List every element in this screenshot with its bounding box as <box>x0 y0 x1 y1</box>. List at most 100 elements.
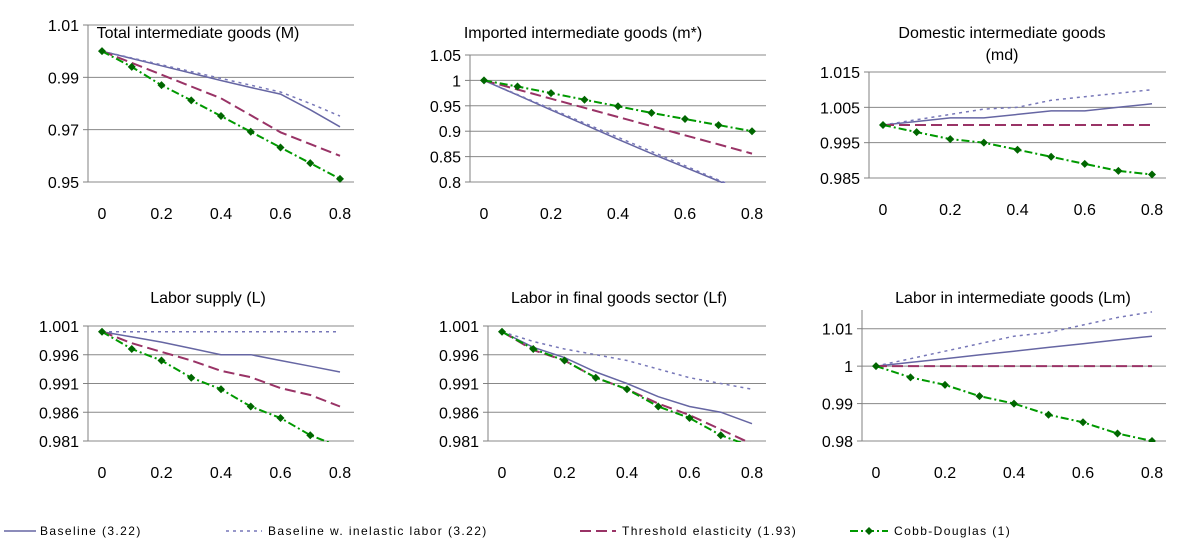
data-point-cobb-douglas <box>306 431 315 440</box>
data-point-cobb-douglas <box>217 385 225 394</box>
data-point-cobb-douglas <box>246 127 255 136</box>
x-tick-label: 0.6 <box>1072 465 1094 482</box>
data-point-cobb-douglas <box>276 143 285 152</box>
chart-title: Imported intermediate goods (m*) <box>464 25 702 42</box>
x-tick-label: 0.4 <box>210 206 232 223</box>
data-point-cobb-douglas <box>614 102 622 111</box>
y-tick-label: 1.001 <box>39 319 79 336</box>
data-point-cobb-douglas <box>1148 437 1156 442</box>
y-tick-label: 0.98 <box>822 434 853 451</box>
data-point-cobb-douglas <box>336 443 344 451</box>
data-point-cobb-douglas <box>647 108 656 117</box>
data-point-cobb-douglas <box>529 345 538 353</box>
x-tick-label: 0.2 <box>150 206 172 223</box>
legend: Baseline (3.22) Baseline w. inelastic la… <box>4 524 1011 538</box>
series-line-baseline <box>882 103 1153 126</box>
series-line-baseline <box>483 79 726 183</box>
data-point-cobb-douglas <box>1047 152 1056 161</box>
data-point-cobb-douglas <box>306 159 315 168</box>
data-point-cobb-douglas <box>748 443 756 451</box>
series-group <box>98 47 344 183</box>
legend-label-baseline: Baseline (3.22) <box>40 524 142 538</box>
y-tick-label: 0.986 <box>439 405 479 422</box>
x-tick-label: 0.8 <box>1141 465 1163 482</box>
series-group <box>480 76 756 183</box>
data-point-cobb-douglas <box>1013 145 1022 154</box>
data-point-cobb-douglas <box>1114 166 1123 175</box>
data-point-cobb-douglas <box>941 380 949 389</box>
y-tick-label: 0.981 <box>39 434 79 451</box>
y-tick-label: 1.01 <box>822 322 853 339</box>
data-point-cobb-douglas <box>157 356 166 365</box>
legend-marker-cobb-douglas <box>865 527 873 535</box>
series-line-threshold <box>101 50 341 157</box>
series-line-baseline <box>101 330 341 373</box>
data-point-cobb-douglas <box>1079 418 1087 427</box>
y-tick-label: 0.8 <box>439 175 461 192</box>
chart-panel-3: Domestic intermediate goods (md) 1.015 1.00… <box>820 25 1166 219</box>
x-tick-label: 0.6 <box>678 465 700 482</box>
x-tick-label: 0 <box>498 465 507 482</box>
x-tick-label: 0.4 <box>1003 465 1025 482</box>
chart-title: Domestic intermediate goods <box>898 25 1105 42</box>
data-point-cobb-douglas <box>336 174 344 183</box>
chart-panel-1: Total intermediate goods (M) 1.01 0.99 0.97… <box>48 18 354 223</box>
data-point-cobb-douglas <box>623 385 631 394</box>
chart-panel-6: Labor in intermediate goods (Lm) 1.01 1 0.9… <box>822 290 1166 482</box>
data-point-cobb-douglas <box>187 96 196 105</box>
data-point-cobb-douglas <box>906 373 915 382</box>
x-tick-label: 0 <box>98 465 107 482</box>
data-point-cobb-douglas <box>654 402 663 411</box>
y-tick-label: 0.991 <box>39 377 79 394</box>
series-line-baseline-inelastic <box>101 50 341 117</box>
data-point-cobb-douglas <box>560 356 569 365</box>
y-tick-label: 0.986 <box>39 405 79 422</box>
data-point-cobb-douglas <box>187 373 196 382</box>
y-tick-label: 0.996 <box>39 348 79 365</box>
x-tick-label: 0.8 <box>329 206 351 223</box>
data-point-cobb-douglas <box>127 345 136 353</box>
data-point-cobb-douglas <box>513 82 522 91</box>
y-tick-label: 0.9 <box>439 124 461 141</box>
data-point-cobb-douglas <box>480 76 488 85</box>
x-tick-label: 0 <box>872 465 881 482</box>
data-point-cobb-douglas <box>1044 410 1053 419</box>
x-tick-label: 0.8 <box>741 206 763 223</box>
legend-label-cobb-douglas: Cobb-Douglas (1) <box>894 524 1011 538</box>
data-point-cobb-douglas <box>748 127 756 136</box>
x-tick-label: 0 <box>98 206 107 223</box>
chart-panel-5: Labor in final goods sector (Lf) 1.001 0.9… <box>439 290 766 482</box>
series-line-baseline <box>875 335 1153 367</box>
x-tick-label: 0.8 <box>741 465 763 482</box>
y-tick-label: 0.995 <box>820 136 860 153</box>
series-group <box>498 327 756 451</box>
data-point-cobb-douglas <box>1080 159 1089 168</box>
data-point-cobb-douglas <box>246 402 255 411</box>
y-tick-label: 0.981 <box>439 434 479 451</box>
data-point-cobb-douglas <box>1148 170 1156 179</box>
x-tick-label: 0.2 <box>553 465 575 482</box>
data-point-cobb-douglas <box>912 128 921 137</box>
y-tick-label: 1.001 <box>439 319 479 336</box>
y-tick-label: 0.996 <box>439 348 479 365</box>
y-tick-label: 0.99 <box>822 397 853 414</box>
series-line-baseline-inelastic <box>483 79 729 183</box>
series-line-cobb-douglas <box>882 124 1153 176</box>
series-group <box>98 327 344 451</box>
chart-title: Labor supply (L) <box>150 290 266 307</box>
chart-panel-4: Labor supply (L) 1.001 0.996 0.991 0.986 0.98… <box>39 290 354 482</box>
y-tick-label: 1 <box>452 73 461 90</box>
y-tick-label: 1.01 <box>48 18 79 35</box>
series-line-cobb-douglas <box>483 79 753 133</box>
x-tick-label: 0.4 <box>210 465 232 482</box>
series-line-baseline <box>101 50 341 128</box>
x-tick-label: 0.6 <box>1074 202 1096 219</box>
data-point-cobb-douglas <box>1010 399 1018 408</box>
data-point-cobb-douglas <box>157 81 166 90</box>
data-point-cobb-douglas <box>946 135 955 144</box>
data-point-cobb-douglas <box>685 414 694 422</box>
x-tick-label: 0.2 <box>150 465 172 482</box>
y-tick-label: 0.991 <box>439 377 479 394</box>
series-line-threshold <box>101 330 341 408</box>
